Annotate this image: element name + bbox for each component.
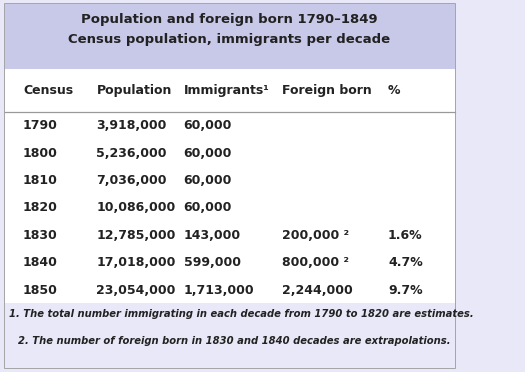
Text: 1. The total number immigrating in each decade from 1790 to 1820 are estimates.: 1. The total number immigrating in each …: [9, 310, 474, 319]
Text: 1830: 1830: [23, 229, 58, 242]
Text: 7,036,000: 7,036,000: [97, 174, 167, 187]
FancyBboxPatch shape: [5, 303, 455, 368]
Text: 1.6%: 1.6%: [388, 229, 423, 242]
Text: 599,000: 599,000: [184, 256, 240, 269]
Text: 60,000: 60,000: [184, 201, 232, 214]
Text: 143,000: 143,000: [184, 229, 241, 242]
Text: 9.7%: 9.7%: [388, 283, 423, 296]
Text: 2,244,000: 2,244,000: [282, 283, 353, 296]
Text: 60,000: 60,000: [184, 147, 232, 160]
Text: Foreign born: Foreign born: [282, 84, 372, 97]
Text: %: %: [388, 84, 401, 97]
Text: 5,236,000: 5,236,000: [97, 147, 167, 160]
Text: 4.7%: 4.7%: [388, 256, 423, 269]
Text: Census population, immigrants per decade: Census population, immigrants per decade: [68, 33, 391, 46]
Text: Census: Census: [23, 84, 73, 97]
FancyBboxPatch shape: [5, 69, 455, 303]
Text: 200,000 ²: 200,000 ²: [282, 229, 350, 242]
Text: 1,713,000: 1,713,000: [184, 283, 254, 296]
FancyBboxPatch shape: [5, 4, 455, 368]
Text: 23,054,000: 23,054,000: [97, 283, 176, 296]
Text: 60,000: 60,000: [184, 174, 232, 187]
Text: Immigrants¹: Immigrants¹: [184, 84, 269, 97]
Text: 1840: 1840: [23, 256, 58, 269]
FancyBboxPatch shape: [5, 4, 455, 69]
Text: 1820: 1820: [23, 201, 58, 214]
Text: Population: Population: [97, 84, 172, 97]
Text: 2. The number of foreign born in 1830 and 1840 decades are extrapolations.: 2. The number of foreign born in 1830 an…: [18, 337, 451, 346]
Text: 60,000: 60,000: [184, 119, 232, 132]
Text: 17,018,000: 17,018,000: [97, 256, 176, 269]
Text: 1850: 1850: [23, 283, 58, 296]
Text: 3,918,000: 3,918,000: [97, 119, 167, 132]
Text: 10,086,000: 10,086,000: [97, 201, 176, 214]
Text: 1790: 1790: [23, 119, 58, 132]
Text: 1800: 1800: [23, 147, 58, 160]
Text: Population and foreign born 1790–1849: Population and foreign born 1790–1849: [81, 13, 378, 26]
Text: 1810: 1810: [23, 174, 58, 187]
Text: 800,000 ²: 800,000 ²: [282, 256, 349, 269]
Text: 12,785,000: 12,785,000: [97, 229, 176, 242]
